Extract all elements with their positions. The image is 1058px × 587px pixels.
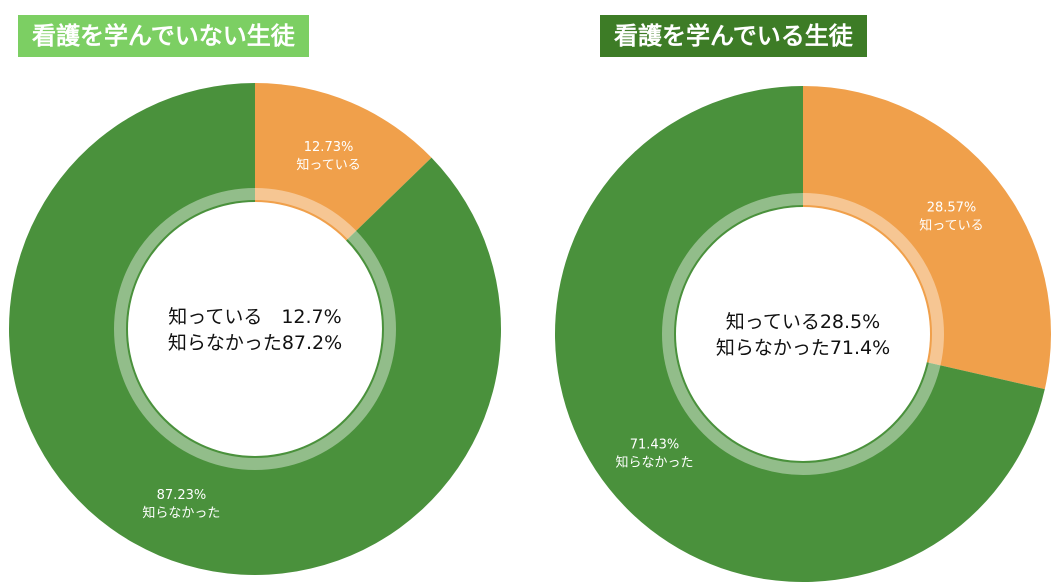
slice-label-unknown-category: 知らなかった <box>616 454 694 470</box>
slice-label-known-value: 28.57% <box>927 201 977 216</box>
slice-label-unknown-value: 71.43% <box>630 437 680 452</box>
center-hole <box>128 202 382 456</box>
chart-title-left: 看護を学んでいない生徒 <box>18 15 309 57</box>
slice-label-known-category: 知っている <box>296 157 360 173</box>
center-text-line-2: 知らなかった87.2% <box>168 332 342 354</box>
slice-label-known-value: 12.73% <box>304 140 354 155</box>
slice-label-unknown-value: 87.23% <box>157 488 207 503</box>
donut-chart-right: 28.57% 知っている 71.43% 知らなかった 知っている28.5% 知ら… <box>555 86 1051 582</box>
center-text-line-2: 知らなかった71.4% <box>716 337 890 359</box>
slice-label-unknown-category: 知らなかった <box>142 505 220 521</box>
inner-ring <box>662 193 944 475</box>
donut-chart-left: 12.73% 知っている 87.23% 知らなかった 知っている 12.7% 知… <box>8 83 501 575</box>
inner-ring <box>114 188 396 470</box>
center-text-line-1: 知っている 12.7% <box>168 306 341 328</box>
center-text-line-1: 知っている28.5% <box>726 311 880 333</box>
center-hole <box>676 207 930 461</box>
chart-title-right: 看護を学んでいる生徒 <box>600 15 867 57</box>
slice-label-known-category: 知っている <box>919 218 983 234</box>
